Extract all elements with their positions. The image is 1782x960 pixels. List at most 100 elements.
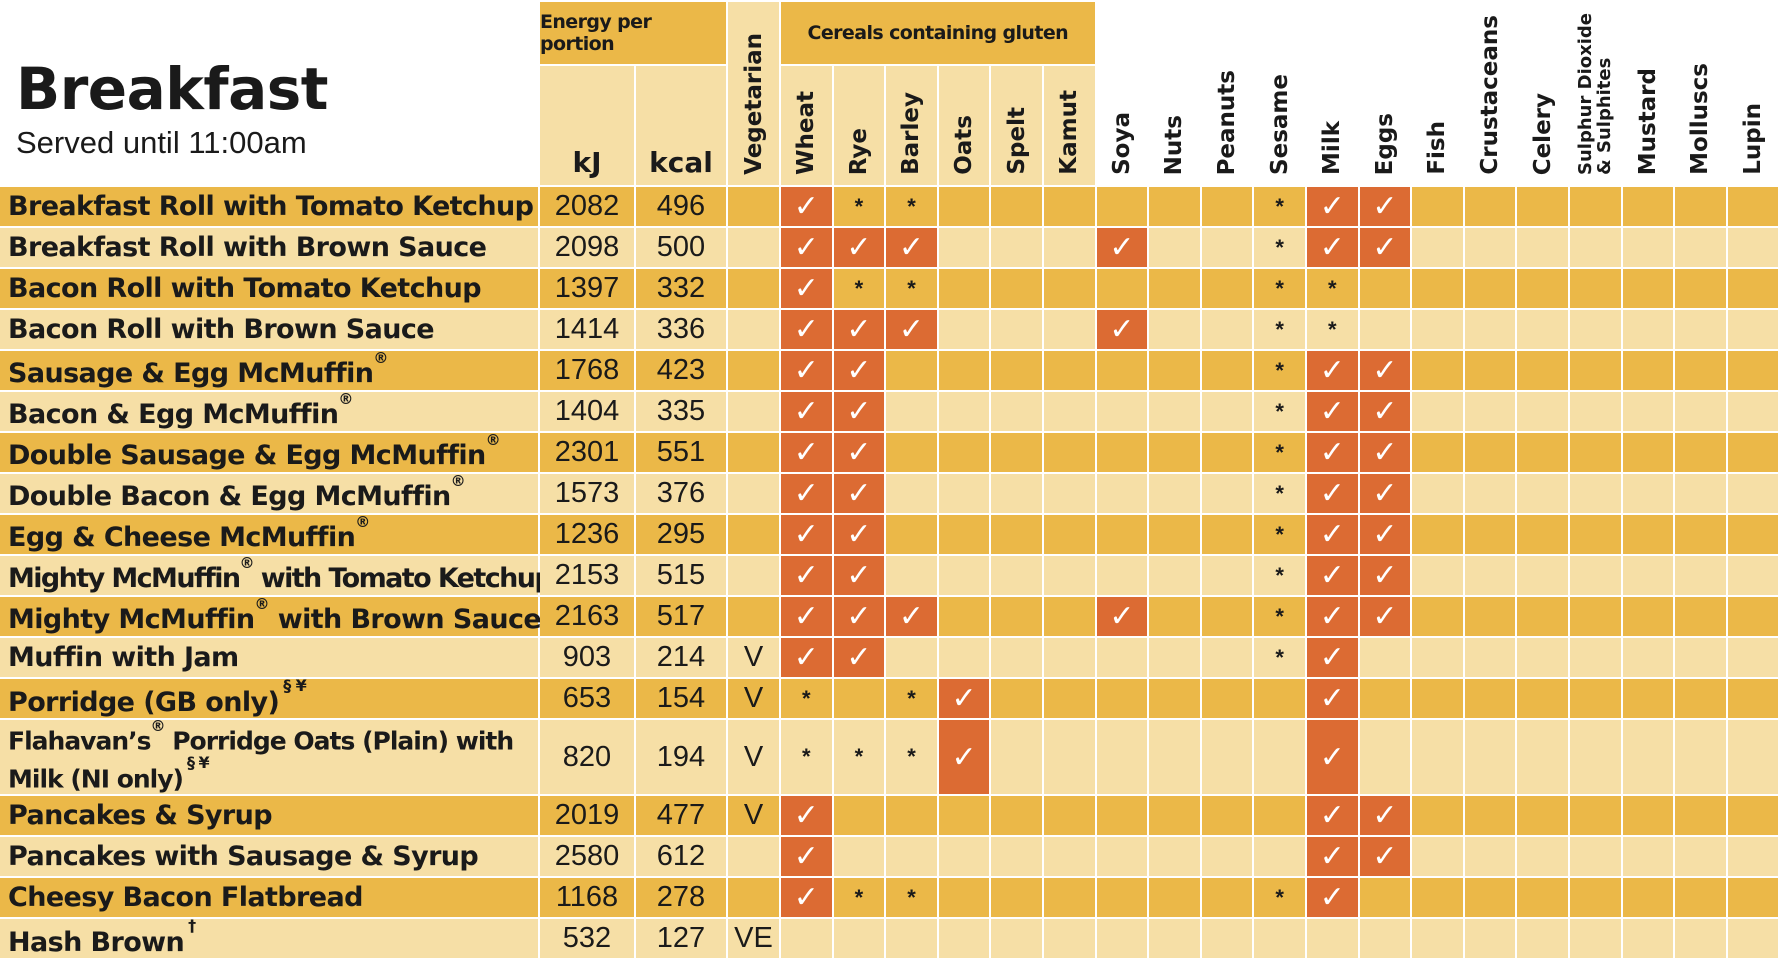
contains-mark: ✓: [833, 433, 885, 472]
empty-cell: [991, 679, 1042, 718]
contains-mark: ✓: [1359, 597, 1411, 636]
empty-cell: [1517, 556, 1568, 595]
contains-mark: ✓: [781, 310, 832, 349]
column-header-label: Crustaceans: [1477, 15, 1504, 175]
empty-cell: [833, 796, 885, 835]
empty-cell: [1675, 392, 1726, 431]
may-contain-mark: *: [1254, 228, 1305, 267]
column-header-crustaceans: Crustaceans: [1465, 2, 1516, 185]
empty-cell: [1149, 638, 1200, 677]
empty-cell: [1096, 837, 1148, 876]
item-name-text: Pancakes & Syrup: [8, 800, 273, 831]
empty-cell: [1044, 474, 1095, 513]
column-header-lupin: Lupin: [1728, 2, 1779, 185]
item-name: Mighty McMuffin® with Brown Sauce: [0, 595, 542, 636]
contains-mark: ✓: [1359, 837, 1411, 876]
vegetarian-mark: [728, 187, 779, 226]
empty-cell: [1622, 351, 1674, 390]
empty-cell: [1464, 187, 1516, 226]
energy-kcal: 515: [636, 556, 726, 595]
empty-cell: [886, 515, 937, 554]
may-contain-mark: *: [833, 187, 885, 226]
empty-cell: [1622, 515, 1674, 554]
empty-cell: [991, 878, 1042, 917]
empty-cell: [1044, 919, 1095, 958]
empty-cell: [1517, 837, 1568, 876]
item-name-text: Flahavan’s® Porridge Oats (Plain) with M…: [8, 717, 538, 794]
empty-cell: [1044, 837, 1095, 876]
column-header-sulphur-dioxide-sulphites: Sulphur Dioxide & Sulphites: [1570, 2, 1621, 185]
empty-cell: [938, 351, 990, 390]
item-name: Double Sausage & Egg McMuffin®: [0, 431, 538, 472]
empty-cell: [1149, 269, 1200, 308]
vegetarian-mark: [728, 556, 779, 595]
empty-cell: [1570, 919, 1621, 958]
column-header-nuts: Nuts: [1149, 2, 1200, 185]
empty-cell: [1675, 228, 1726, 267]
empty-cell: [1412, 837, 1463, 876]
empty-cell: [1044, 351, 1095, 390]
empty-cell: [1201, 837, 1253, 876]
empty-cell: [1412, 433, 1463, 472]
contains-mark: ✓: [781, 878, 832, 917]
contains-mark: ✓: [1096, 310, 1148, 349]
table-row: Hash Brown† 532 127 VE: [0, 916, 1782, 958]
registered-mark: ®: [373, 349, 388, 367]
energy-kj: 1236: [540, 515, 634, 554]
vegetarian-mark: [728, 515, 779, 554]
empty-cell: [1517, 515, 1568, 554]
empty-cell: [1149, 310, 1200, 349]
empty-cell: [1675, 474, 1726, 513]
column-header-label: Sesame: [1266, 74, 1293, 175]
contains-mark: ✓: [833, 474, 885, 513]
empty-cell: [1727, 392, 1779, 431]
contains-mark: ✓: [833, 556, 885, 595]
page-title: Breakfast: [16, 55, 328, 123]
item-name-main: Double Sausage & Egg McMuffin: [8, 440, 486, 471]
may-contain-mark: *: [1254, 351, 1305, 390]
empty-cell: [1675, 837, 1726, 876]
empty-cell: [1464, 392, 1516, 431]
empty-cell: [1517, 919, 1568, 958]
column-header-molluscs: Molluscs: [1675, 2, 1726, 185]
empty-cell: [1570, 392, 1621, 431]
empty-cell: [1675, 351, 1726, 390]
empty-cell: [1201, 597, 1253, 636]
empty-cell: [1675, 269, 1726, 308]
empty-cell: [1254, 919, 1305, 958]
empty-cell: [833, 679, 885, 718]
contains-mark: ✓: [1359, 556, 1411, 595]
empty-cell: [938, 433, 990, 472]
contains-mark: ✓: [1307, 392, 1358, 431]
contains-mark: ✓: [833, 228, 885, 267]
empty-cell: [1201, 187, 1253, 226]
vegetarian-mark: V: [728, 679, 779, 718]
contains-mark: ✓: [1307, 351, 1358, 390]
page-subtitle: Served until 11:00am: [16, 125, 307, 160]
energy-kcal: 127: [636, 919, 726, 958]
contains-mark: ✓: [1359, 515, 1411, 554]
table-row: Bacon & Egg McMuffin® 1404 335 ✓ ✓ * ✓ ✓: [0, 390, 1782, 431]
empty-cell: [1412, 474, 1463, 513]
empty-cell: [1464, 878, 1516, 917]
empty-cell: [1517, 638, 1568, 677]
empty-cell: [1622, 837, 1674, 876]
empty-cell: [1727, 351, 1779, 390]
empty-cell: [938, 515, 990, 554]
empty-cell: [1201, 392, 1253, 431]
empty-cell: [1517, 433, 1568, 472]
empty-cell: [1044, 796, 1095, 835]
vegetarian-mark: VE: [728, 919, 779, 958]
contains-mark: ✓: [781, 837, 832, 876]
empty-cell: [1096, 351, 1148, 390]
contains-mark: ✓: [886, 310, 937, 349]
empty-cell: [938, 392, 990, 431]
empty-cell: [1517, 269, 1568, 308]
item-name: Bacon Roll with Brown Sauce: [0, 310, 538, 349]
empty-cell: [938, 597, 990, 636]
empty-cell: [886, 392, 937, 431]
item-name-main: Flahavan’s: [8, 726, 152, 756]
item-name-suffix: Porridge Oats (Plain) with Milk (NI only…: [8, 726, 514, 793]
table-row: Mighty McMuffin® with Tomato Ketchup 2153…: [0, 554, 1782, 595]
